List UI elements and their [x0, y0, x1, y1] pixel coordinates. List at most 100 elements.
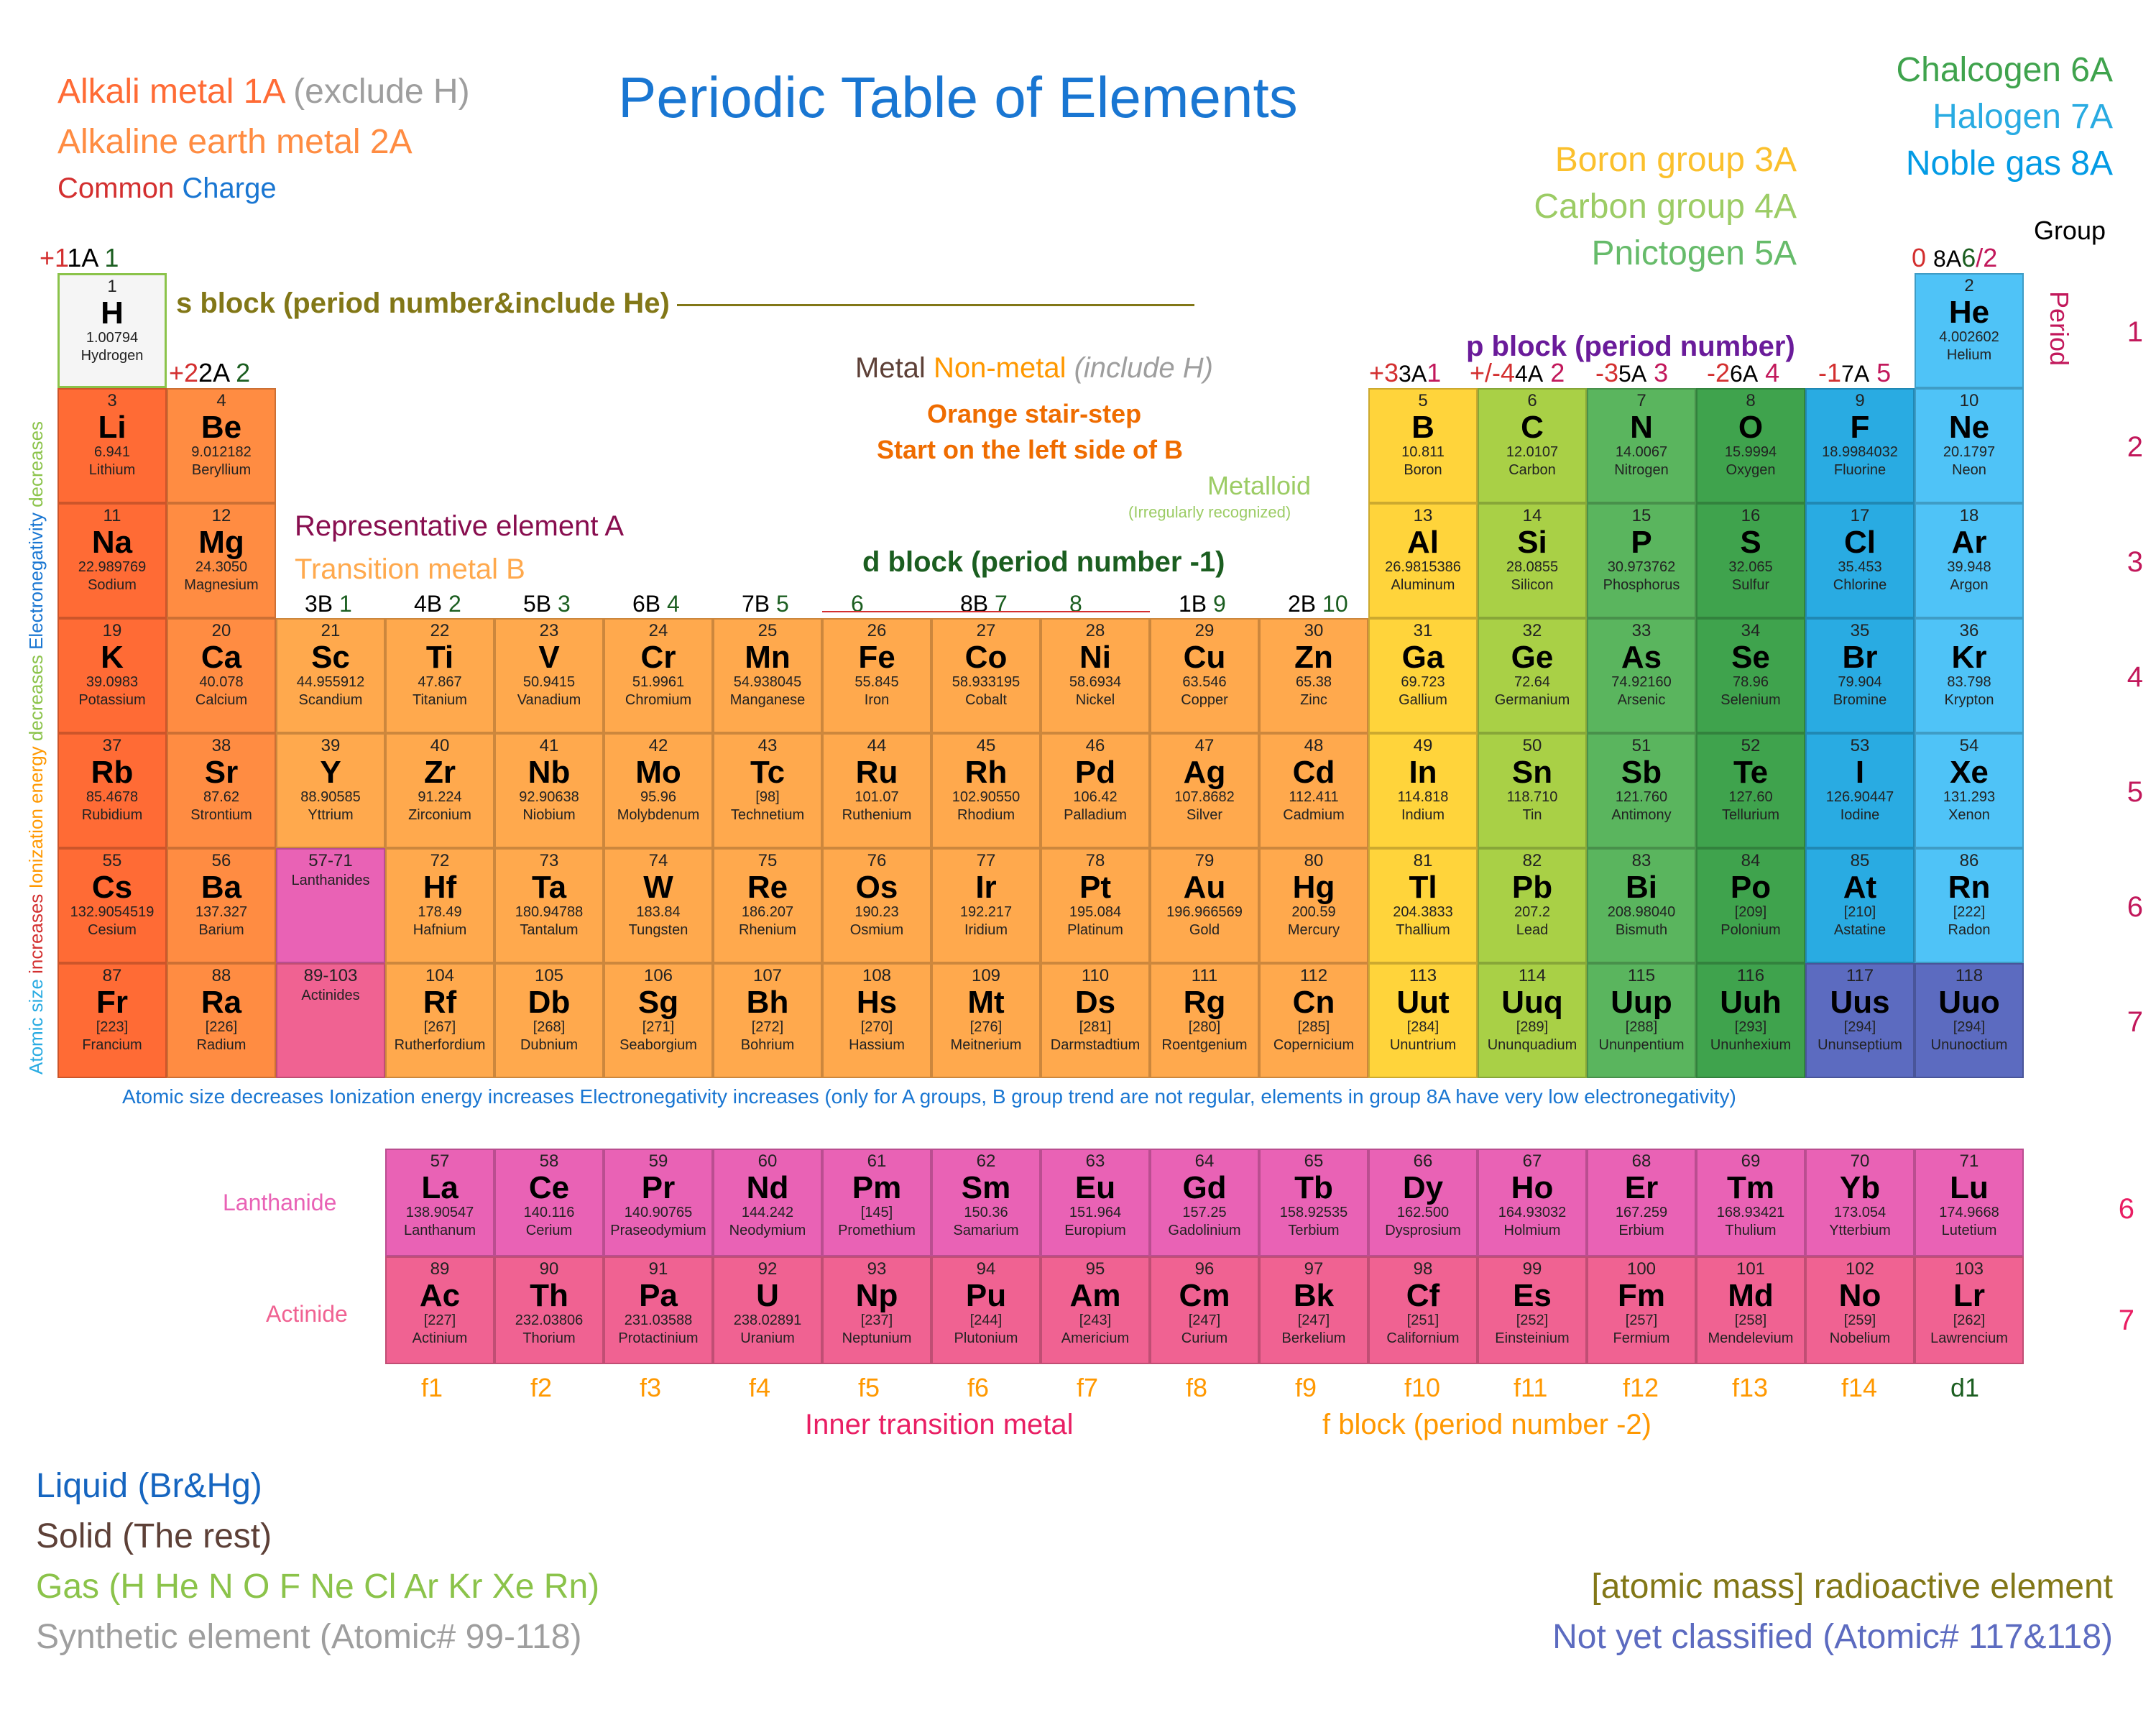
legend-dblock: d block (period number -1) [862, 546, 1225, 579]
element-Ga: 31Ga69.723Gallium [1368, 618, 1478, 733]
group-6B: 6B 4 [632, 591, 680, 617]
label-actinide: Actinide [266, 1301, 348, 1328]
element-Sm: 62Sm150.36Samarium [931, 1149, 1041, 1256]
element-Te: 52Te127.60Tellurium [1696, 733, 1805, 848]
group-8B: 8B 7 [960, 591, 1008, 617]
legend-metal-nonmetal: Metal Non-metal (include H) [855, 352, 1213, 385]
label-lanthanide: Lanthanide [223, 1190, 336, 1216]
element-Yb: 70Yb173.054Ytterbium [1805, 1149, 1915, 1256]
element-Fr: 87Fr[223]Francium [57, 963, 167, 1078]
element-Co: 27Co58.933195Cobalt [931, 618, 1041, 733]
group-8b-5: 6 [851, 591, 864, 617]
element-Pr: 59Pr140.90765Praseodymium [604, 1149, 713, 1256]
element-W: 74W183.84Tungsten [604, 848, 713, 963]
element-Be: 4Be9.012182Beryllium [167, 388, 276, 503]
legend-tm: Transition metal B [295, 553, 525, 586]
fcol-d1: d1 [1950, 1373, 1979, 1403]
fcol-f10: f10 [1404, 1373, 1440, 1403]
element-Ne: 10Ne20.1797Neon [1915, 388, 2024, 503]
group-1B: 1B 9 [1179, 591, 1226, 617]
legend-metalloid: Metalloid [1207, 471, 1311, 501]
element-Na: 11Na22.989769Sodium [57, 503, 167, 618]
fcol-f11: f11 [1514, 1373, 1547, 1403]
element-Sb: 51Sb121.760Antimony [1587, 733, 1696, 848]
element-La: 57La138.90547Lanthanum [385, 1149, 494, 1256]
fcol-f12: f12 [1623, 1373, 1659, 1403]
group-8b-7: 8 [1069, 591, 1082, 617]
element-Fm: 100Fm[257]Fermium [1587, 1256, 1696, 1364]
group-3B: 3B 1 [305, 591, 352, 617]
element-Cr: 24Cr51.9961Chromium [604, 618, 713, 733]
element-Ra: 88Ra[226]Radium [167, 963, 276, 1078]
element-Tb: 65Tb158.92535Terbium [1259, 1149, 1368, 1256]
element-Tm: 69Tm168.93421Thulium [1696, 1149, 1805, 1256]
period-7-f: 7 [2119, 1305, 2134, 1337]
element-Si: 14Si28.0855Silicon [1478, 503, 1587, 618]
fcol-f8: f8 [1186, 1373, 1207, 1403]
element-Uut: 113Uut[284]Ununtrium [1368, 963, 1478, 1078]
element-Tc: 43Tc[98]Technetium [713, 733, 822, 848]
legend-sblock: s block (period number&include He) [176, 288, 1194, 320]
element-Fe: 26Fe55.845Iron [822, 618, 931, 733]
legend-halogen: Halogen 7A [1932, 97, 2113, 137]
element-S: 16S32.065Sulfur [1696, 503, 1805, 618]
element-Cf: 98Cf[251]Californium [1368, 1256, 1478, 1364]
element-Pm: 61Pm[145]Promethium [822, 1149, 931, 1256]
element-Zr: 40Zr91.224Zirconium [385, 733, 494, 848]
element-Bk: 97Bk[247]Berkelium [1259, 1256, 1368, 1364]
legend-gas: Gas (H He N O F Ne Cl Ar Kr Xe Rn) [36, 1567, 599, 1606]
group-5B: 5B 3 [523, 591, 571, 617]
element-Ca: 20Ca40.078Calcium [167, 618, 276, 733]
fcol-f13: f13 [1732, 1373, 1768, 1403]
element-Ho: 67Ho164.93032Holmium [1478, 1149, 1587, 1256]
element-Bi: 83Bi208.98040Bismuth [1587, 848, 1696, 963]
legend-charge: Charge [182, 172, 276, 204]
element-Al: 13Al26.9815386Aluminum [1368, 503, 1478, 618]
legend-noble: Noble gas 8A [1906, 144, 2113, 183]
element-Rb: 37Rb85.4678Rubidium [57, 733, 167, 848]
legend-stair2: Start on the left side of B [877, 435, 1183, 465]
group-7B: 7B 5 [742, 591, 789, 617]
element-Ge: 32Ge72.64Germanium [1478, 618, 1587, 733]
legend-radio: [atomic mass] radioactive element [1591, 1567, 2113, 1606]
element-Ni: 28Ni58.6934Nickel [1041, 618, 1150, 733]
element-K: 19K39.0983Potassium [57, 618, 167, 733]
fcol-f5: f5 [858, 1373, 880, 1403]
left-trend-arrow: Atomic size increases Ionization energy … [25, 421, 47, 1075]
element-Ar: 18Ar39.948Argon [1915, 503, 2024, 618]
element-C: 6C12.0107Carbon [1478, 388, 1587, 503]
element-Ti: 22Ti47.867Titanium [385, 618, 494, 733]
element-Rg: 111Rg[280]Roentgenium [1150, 963, 1259, 1078]
element-Sn: 50Sn118.710Tin [1478, 733, 1587, 848]
element-: 57-71Lanthanides [276, 848, 385, 963]
element-Ba: 56Ba137.327Barium [167, 848, 276, 963]
element-Lr: 103Lr[262]Lawrencium [1915, 1256, 2024, 1364]
legend-chalcogen: Chalcogen 6A [1896, 50, 2113, 90]
legend-irreg: (Irregularly recognized) [1128, 503, 1291, 522]
element-Uus: 117Uus[294]Ununseptium [1805, 963, 1915, 1078]
fcol-f6: f6 [967, 1373, 989, 1403]
element-Kr: 36Kr83.798Krypton [1915, 618, 2024, 733]
element-He: 2He4.002602Helium [1915, 273, 2024, 388]
page-title: Periodic Table of Elements [618, 65, 1298, 131]
charge-4a: +/-4 [1470, 358, 1515, 387]
element-U: 92U238.02891Uranium [713, 1256, 822, 1364]
element-Ce: 58Ce140.116Cerium [494, 1149, 604, 1256]
period-4: 4 [2127, 661, 2143, 694]
period-6: 6 [2127, 891, 2143, 924]
element-Cd: 48Cd112.411Cadmium [1259, 733, 1368, 848]
element-Sr: 38Sr87.62Strontium [167, 733, 276, 848]
element-Li: 3Li6.941Lithium [57, 388, 167, 503]
element-Ds: 110Ds[281]Darmstadtium [1041, 963, 1150, 1078]
element-N: 7N14.0067Nitrogen [1587, 388, 1696, 503]
element-Po: 84Po[209]Polonium [1696, 848, 1805, 963]
element-Db: 105Db[268]Dubnium [494, 963, 604, 1078]
element-No: 102No[259]Nobelium [1805, 1256, 1915, 1364]
element-As: 33As74.92160Arsenic [1587, 618, 1696, 733]
charge-1a: +1 [40, 243, 67, 272]
legend-liquid: Liquid (Br&Hg) [36, 1466, 262, 1506]
element-Cl: 17Cl35.453Chlorine [1805, 503, 1915, 618]
legend-solid: Solid (The rest) [36, 1517, 272, 1556]
element-Hs: 108Hs[270]Hassium [822, 963, 931, 1078]
element-Sc: 21Sc44.955912Scandium [276, 618, 385, 733]
